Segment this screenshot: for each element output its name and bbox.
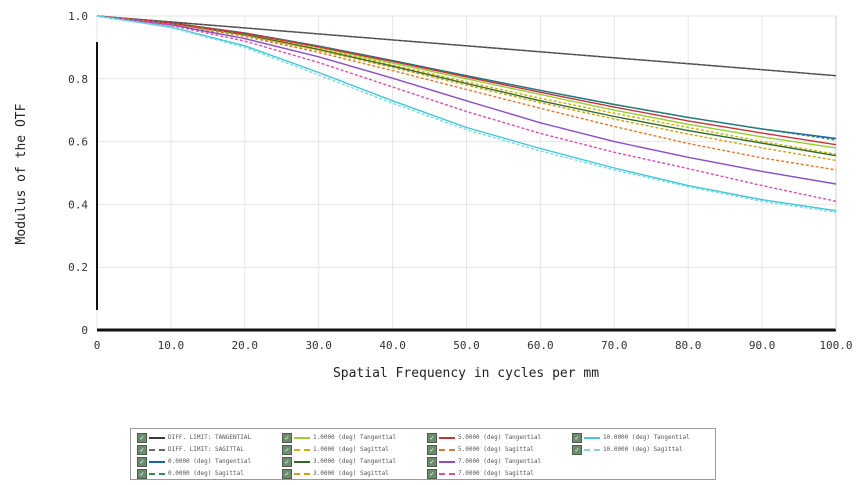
x-tick-label: 60.0 xyxy=(527,339,554,352)
legend-swatch xyxy=(294,472,310,475)
legend-checkbox-icon[interactable]: ✓ xyxy=(137,468,147,479)
series-line-12 xyxy=(96,15,837,212)
legend-item[interactable]: ✓ 0.0000 (deg) Sagittal xyxy=(137,468,244,479)
legend-label: 5.0000 (deg) Sagittal xyxy=(458,446,534,453)
legend-swatch xyxy=(584,448,600,451)
legend-item[interactable]: ✓ 5.0000 (deg) Tangential xyxy=(427,432,541,443)
legend-item[interactable]: ✓ DIFF. LIMIT: SAGITTAL xyxy=(137,444,244,455)
legend-swatch xyxy=(439,472,455,475)
legend-label: 5.0000 (deg) Tangential xyxy=(458,434,542,441)
y-tick-label: 0 xyxy=(81,324,88,337)
legend-checkbox-icon[interactable]: ✓ xyxy=(572,432,582,443)
legend: ✓ DIFF. LIMIT: TANGENTIAL ✓ DIFF. LIMIT: SA… xyxy=(130,428,716,480)
x-tick-label: 20.0 xyxy=(232,339,259,352)
legend-swatch xyxy=(149,436,165,439)
legend-label: DIFF. LIMIT: TANGENTIAL xyxy=(168,434,252,441)
series-line-10 xyxy=(96,15,837,185)
legend-checkbox-icon[interactable]: ✓ xyxy=(137,432,147,443)
legend-label: 1.0000 (deg) Sagittal xyxy=(313,446,389,453)
legend-item[interactable]: ✓ 7.0000 (deg) Tangential xyxy=(427,456,541,467)
legend-swatch xyxy=(584,436,600,439)
legend-checkbox-icon[interactable]: ✓ xyxy=(427,456,437,467)
legend-label: 3.0000 (deg) Sagittal xyxy=(313,470,389,477)
x-tick-label: 90.0 xyxy=(749,339,776,352)
x-tick-label: 40.0 xyxy=(379,339,406,352)
ticks-layer: 0 10.0 20.0 30.0 40.0 50.0 60.0 70.0 80.0 90.0 100… xyxy=(68,10,852,352)
legend-swatch xyxy=(439,448,455,451)
legend-item[interactable]: ✓ 3.0000 (deg) Tangential xyxy=(282,456,396,467)
legend-swatch xyxy=(149,460,165,463)
y-tick-label: 0.2 xyxy=(68,261,88,274)
series-layer xyxy=(96,15,837,213)
legend-checkbox-icon[interactable]: ✓ xyxy=(282,444,292,455)
legend-swatch xyxy=(439,460,455,463)
series-line-1 xyxy=(96,15,837,77)
legend-label: DIFF. LIMIT: SAGITTAL xyxy=(168,446,244,453)
series-line-13 xyxy=(96,15,837,213)
legend-checkbox-icon[interactable]: ✓ xyxy=(572,444,582,455)
legend-label: 1.0000 (deg) Tangential xyxy=(313,434,397,441)
axes-layer xyxy=(96,16,837,332)
x-tick-label: 30.0 xyxy=(305,339,332,352)
legend-label: 10.0000 (deg) Sagittal xyxy=(603,446,683,453)
series-line-11 xyxy=(96,15,837,202)
y-tick-label: 0.8 xyxy=(68,73,88,86)
y-tick-label: 0.4 xyxy=(68,198,88,211)
legend-checkbox-icon[interactable]: ✓ xyxy=(282,432,292,443)
legend-item[interactable]: ✓ 1.0000 (deg) Tangential xyxy=(282,432,396,443)
x-tick-label: 0 xyxy=(94,339,101,352)
y-tick-label: 1.0 xyxy=(68,10,88,23)
legend-label: 0.0000 (deg) Tangential xyxy=(168,458,252,465)
mtf-chart: 0 10.0 20.0 30.0 40.0 50.0 60.0 70.0 80.0 90.0 100… xyxy=(14,10,853,381)
legend-label: 3.0000 (deg) Tangential xyxy=(313,458,397,465)
legend-item[interactable]: ✓ 1.0000 (deg) Sagittal xyxy=(282,444,389,455)
legend-checkbox-icon[interactable]: ✓ xyxy=(137,456,147,467)
legend-label: 7.0000 (deg) Sagittal xyxy=(458,470,534,477)
legend-swatch xyxy=(294,436,310,439)
legend-swatch xyxy=(149,448,165,451)
x-tick-label: 70.0 xyxy=(601,339,628,352)
y-axis-title: Modulus of the OTF xyxy=(14,103,29,244)
series-line-3 xyxy=(96,15,837,141)
series-line-9 xyxy=(96,15,837,171)
x-tick-label: 80.0 xyxy=(675,339,702,352)
legend-label: 0.0000 (deg) Sagittal xyxy=(168,470,244,477)
legend-checkbox-icon[interactable]: ✓ xyxy=(427,444,437,455)
series-line-6 xyxy=(96,15,837,157)
x-axis-title: Spatial Frequency in cycles per mm xyxy=(333,366,599,381)
x-tick-label: 100.0 xyxy=(819,339,852,352)
legend-swatch xyxy=(294,448,310,451)
legend-label: 10.0000 (deg) Tangential xyxy=(603,434,690,441)
legend-item[interactable]: ✓ DIFF. LIMIT: TANGENTIAL xyxy=(137,432,251,443)
legend-checkbox-icon[interactable]: ✓ xyxy=(282,456,292,467)
series-line-8 xyxy=(96,15,837,146)
series-line-7 xyxy=(96,15,837,162)
legend-item[interactable]: ✓ 10.0000 (deg) Sagittal xyxy=(572,444,682,455)
legend-checkbox-icon[interactable]: ✓ xyxy=(427,432,437,443)
legend-checkbox-icon[interactable]: ✓ xyxy=(427,468,437,479)
legend-item[interactable]: ✓ 10.0000 (deg) Tangential xyxy=(572,432,690,443)
legend-checkbox-icon[interactable]: ✓ xyxy=(282,468,292,479)
legend-item[interactable]: ✓ 7.0000 (deg) Sagittal xyxy=(427,468,534,479)
legend-label: 7.0000 (deg) Tangential xyxy=(458,458,542,465)
legend-swatch xyxy=(439,436,455,439)
x-tick-label: 10.0 xyxy=(158,339,185,352)
legend-item[interactable]: ✓ 0.0000 (deg) Tangential xyxy=(137,456,251,467)
legend-swatch xyxy=(149,472,165,475)
y-tick-label: 0.6 xyxy=(68,136,88,149)
grid-layer xyxy=(96,15,837,331)
series-line-5 xyxy=(96,15,837,155)
x-tick-label: 50.0 xyxy=(453,339,480,352)
legend-checkbox-icon[interactable]: ✓ xyxy=(137,444,147,455)
legend-swatch xyxy=(294,460,310,463)
legend-item[interactable]: ✓ 5.0000 (deg) Sagittal xyxy=(427,444,534,455)
legend-item[interactable]: ✓ 3.0000 (deg) Sagittal xyxy=(282,468,389,479)
